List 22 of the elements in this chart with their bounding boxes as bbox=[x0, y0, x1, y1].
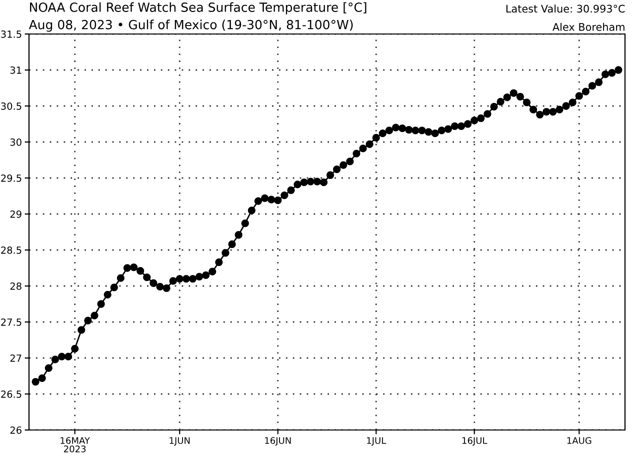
x-tick-label: 1JUL bbox=[367, 437, 386, 446]
x-tick-label: 16JUN bbox=[265, 437, 291, 446]
text: Latest Value: 30.993°C bbox=[506, 4, 625, 13]
y-tick-label: 30.5 bbox=[1, 102, 22, 110]
y-tick-label: 28.5 bbox=[1, 246, 22, 254]
y-tick-label: 27 bbox=[10, 354, 22, 362]
x-tick-label: 16MAY 2023 bbox=[60, 437, 90, 452]
chart-subtitle: Aug 08, 2023 • Gulf of Mexico (19-30°N, 81-100°W) bbox=[28, 20, 353, 32]
y-tick-label: 26 bbox=[10, 426, 22, 434]
y-tick-label: 31 bbox=[10, 66, 22, 74]
x-tick-label: 1AUG bbox=[567, 437, 592, 444]
y-tick-label: 29 bbox=[10, 210, 22, 218]
y-tick-label: 30 bbox=[10, 138, 22, 146]
y-tick-label: 26.5 bbox=[1, 390, 22, 398]
chart-title: NOAA Coral Reef Watch Sea Surface Temperature [°C] bbox=[30, 2, 366, 14]
y-tick-label: 27.5 bbox=[1, 318, 22, 326]
y-tick-label: 29.5 bbox=[1, 174, 22, 182]
y-tick-label: 28 bbox=[10, 282, 22, 290]
y-tick-label: 31.5 bbox=[1, 30, 22, 38]
text: Alex Boreham bbox=[552, 22, 624, 31]
x-tick-label: 1JUN bbox=[170, 437, 190, 446]
x-tick-label: 16JUL bbox=[462, 437, 488, 446]
